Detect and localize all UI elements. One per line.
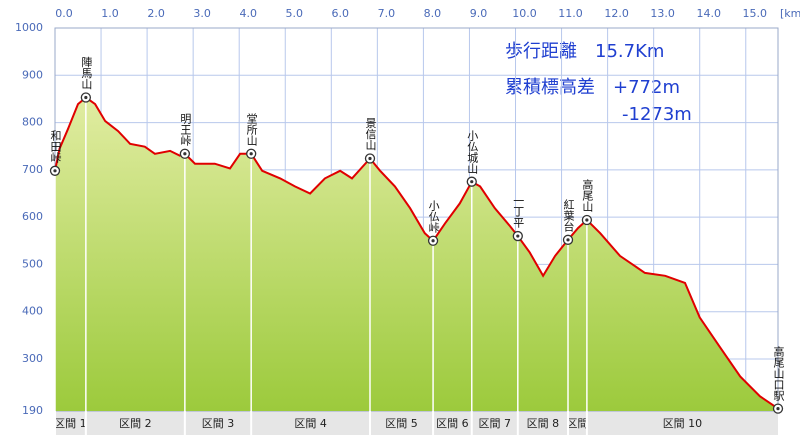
x-tick-label: 5.0 — [286, 7, 304, 20]
peak-marker-dot — [776, 407, 780, 411]
x-tick-label: 12.0 — [604, 7, 629, 20]
peak-label: 一丁平 — [512, 195, 525, 229]
x-tick-label: 7.0 — [378, 7, 396, 20]
peak-marker-dot — [516, 234, 520, 238]
peak-marker-dot — [53, 169, 57, 173]
section-label: 区間 10 — [663, 417, 703, 430]
x-tick-label: 11.0 — [558, 7, 583, 20]
elevation-area — [55, 97, 778, 411]
info-loss: -1273m — [622, 104, 692, 125]
peak-label: 高尾山 — [581, 178, 594, 212]
x-tick-label: 8.0 — [424, 7, 442, 20]
section-band — [55, 411, 778, 435]
section-label: 区間 8 — [527, 417, 560, 430]
peak-marker-dot — [585, 218, 589, 222]
peak-label: 堂所山 — [245, 112, 258, 145]
section-label: 区間 3 — [202, 417, 235, 430]
x-tick-label: 3.0 — [193, 7, 211, 20]
section-label: 区間 — [566, 417, 588, 430]
peak-marker-dot — [84, 95, 88, 100]
y-tick-label: 190 — [22, 404, 43, 417]
peak-marker-dot — [368, 156, 372, 161]
peak-label: 景信山 — [364, 117, 377, 150]
section-label: 区間 7 — [479, 417, 512, 430]
peak-marker-dot — [183, 152, 187, 156]
x-tick-label: 2.0 — [147, 7, 165, 20]
x-tick-label: 0.0 — [55, 7, 73, 20]
peak-label: 和田峠 — [49, 129, 62, 163]
peak-label: 明王峠 — [179, 112, 192, 146]
y-tick-label: 900 — [22, 68, 43, 81]
section-label: 区間 2 — [119, 417, 152, 430]
section-label: 区間 1 — [54, 417, 87, 430]
x-axis-unit: [km] — [780, 7, 800, 20]
peak-marker-dot — [249, 152, 253, 156]
peak-label: 紅葉台 — [562, 199, 575, 232]
x-tick-label: 14.0 — [696, 7, 721, 20]
y-tick-label: 300 — [22, 352, 43, 365]
y-tick-label: 600 — [22, 210, 43, 223]
elevation-line — [54, 96, 779, 410]
y-tick-label: 700 — [22, 163, 43, 176]
x-tick-label: 6.0 — [332, 7, 350, 20]
section-label: 区間 6 — [436, 417, 469, 430]
section-label: 区間 5 — [385, 417, 418, 430]
peak-marker-dot — [566, 238, 570, 242]
x-tick-label: 15.0 — [743, 7, 768, 20]
y-tick-label: 1000 — [15, 21, 43, 34]
peak-label: 陣馬山 — [80, 56, 93, 89]
peak-marker-dot — [470, 180, 474, 184]
section-label: 区間 4 — [294, 417, 327, 430]
x-tick-label: 13.0 — [650, 7, 675, 20]
x-tick-label: 9.0 — [470, 7, 488, 20]
y-tick-label: 400 — [22, 305, 43, 318]
y-tick-label: 800 — [22, 116, 43, 129]
x-tick-label: 4.0 — [239, 7, 257, 20]
peak-label: 高尾山口駅 — [772, 344, 785, 401]
x-tick-label: 10.0 — [512, 7, 537, 20]
x-tick-label: 1.0 — [101, 7, 119, 20]
info-gain: 累積標高差 +772m — [505, 77, 680, 98]
peak-marker-dot — [431, 239, 435, 243]
peak-label: 小仏城山 — [466, 129, 479, 173]
peak-label: 小仏峠 — [427, 199, 440, 233]
info-distance: 歩行距離 15.7Km — [505, 41, 664, 62]
y-tick-label: 500 — [22, 257, 43, 270]
